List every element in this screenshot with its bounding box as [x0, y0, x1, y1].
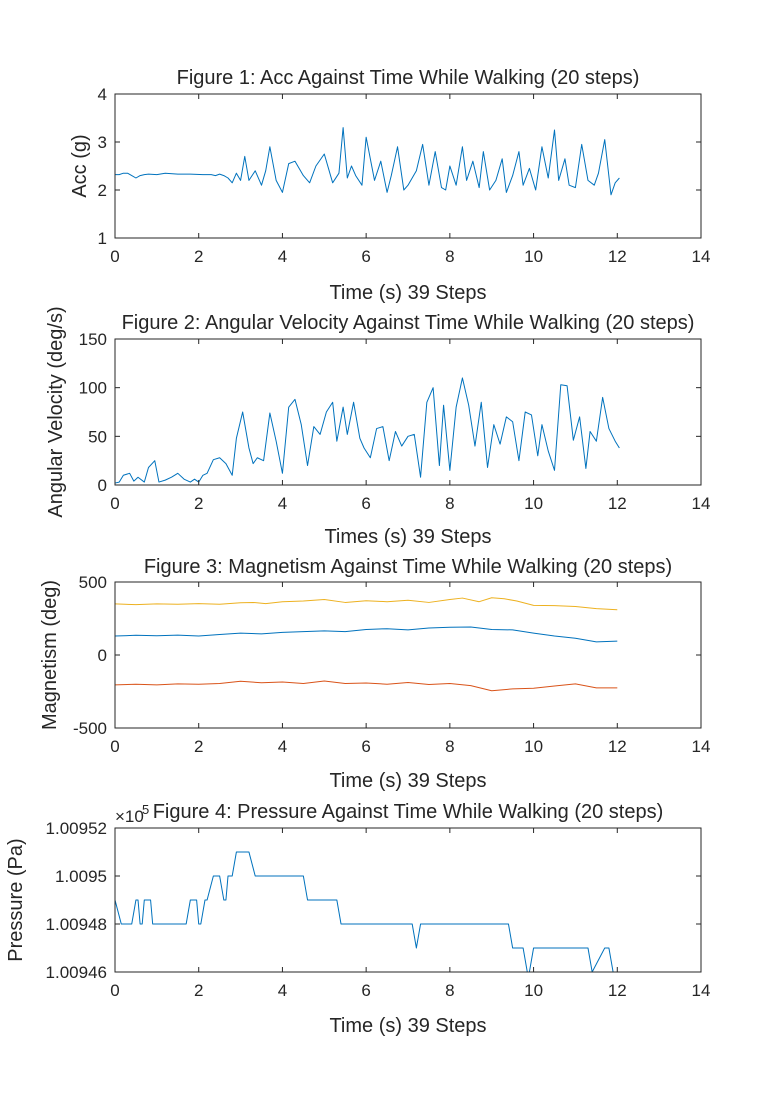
x-tick-label: 12 — [608, 247, 627, 266]
y-tick-label: 1.00946 — [46, 963, 107, 982]
x-tick-label: 14 — [692, 981, 711, 1000]
series-line-1 — [114, 597, 618, 611]
y-tick-label: 0 — [98, 646, 107, 665]
x-tick-label: 6 — [361, 981, 370, 1000]
y-tick-label: 3 — [98, 133, 107, 152]
x-tick-label: 10 — [524, 247, 543, 266]
plot-area — [115, 339, 701, 485]
x-tick-label: 0 — [110, 247, 119, 266]
chart-title: Figure 4: Pressure Against Time While Wa… — [153, 801, 664, 823]
x-axis-label: Time (s) 39 Steps — [329, 1015, 486, 1037]
chart-title: Figure 1: Acc Against Time While Walking… — [177, 67, 640, 89]
x-tick-label: 6 — [361, 737, 370, 756]
x-tick-label: 4 — [278, 494, 287, 513]
series-line-1 — [114, 851, 618, 973]
y-tick-label: 1.00952 — [46, 819, 107, 838]
x-tick-label: 10 — [524, 737, 543, 756]
x-tick-label: 12 — [608, 494, 627, 513]
x-tick-label: 14 — [692, 737, 711, 756]
chart-2: 0 2 4 6 8 10 12 14 0 50 100 150 Figure 2: Angular Ve… — [45, 306, 710, 548]
x-tick-label: 6 — [361, 247, 370, 266]
series-line-3 — [114, 680, 618, 692]
axes-box — [114, 93, 702, 239]
x-tick-label: 4 — [278, 737, 287, 756]
y-tick-label: 0 — [98, 476, 107, 495]
x-tick-label: 12 — [608, 981, 627, 1000]
y-tick-label: 100 — [79, 379, 107, 398]
plot-area — [115, 828, 701, 972]
series-line-1 — [115, 127, 620, 196]
y-axis-label: Pressure (Pa) — [5, 838, 27, 961]
x-tick-label: 12 — [608, 737, 627, 756]
y-tick-label: -500 — [73, 719, 107, 738]
y-tick-label: 1.0095 — [55, 867, 107, 886]
x-axis-label: Time (s) 39 Steps — [329, 282, 486, 304]
y-tick-label: 1.00948 — [46, 915, 107, 934]
chart-4: 0 2 4 6 8 10 12 14 1.00946 1.00948 1.0095 1.00952 ×1… — [5, 801, 710, 1037]
x-tick-label: 10 — [524, 981, 543, 1000]
plot-area — [115, 94, 701, 238]
y-axis-label: Magnetism (deg) — [39, 580, 61, 730]
y-tick-label: 50 — [88, 427, 107, 446]
x-tick-label: 14 — [692, 494, 711, 513]
y-tick-label: 150 — [79, 330, 107, 349]
x-tick-label: 2 — [194, 494, 203, 513]
y-tick-label: 500 — [79, 573, 107, 592]
series-line-1 — [114, 377, 620, 484]
y-exponent-label: ×10 — [115, 807, 144, 826]
chart-title: Figure 3: Magnetism Against Time While W… — [144, 556, 672, 578]
x-tick-label: 6 — [361, 494, 370, 513]
x-tick-label: 0 — [110, 737, 119, 756]
axes-box — [114, 338, 702, 486]
x-tick-label: 8 — [445, 494, 454, 513]
x-tick-label: 8 — [445, 737, 454, 756]
x-tick-label: 2 — [194, 247, 203, 266]
x-tick-label: 4 — [278, 981, 287, 1000]
y-exponent-power: 5 — [142, 802, 149, 817]
axes-box — [114, 827, 702, 973]
y-tick-label: 2 — [98, 181, 107, 200]
x-tick-label: 0 — [110, 494, 119, 513]
y-tick-label: 1 — [98, 229, 107, 248]
x-tick-label: 0 — [110, 981, 119, 1000]
x-tick-label: 2 — [194, 981, 203, 1000]
x-tick-label: 10 — [524, 494, 543, 513]
x-tick-label: 14 — [692, 247, 711, 266]
y-tick-label: 4 — [98, 85, 107, 104]
x-tick-label: 8 — [445, 981, 454, 1000]
plot-area — [115, 582, 701, 728]
x-tick-label: 8 — [445, 247, 454, 266]
x-tick-label: 2 — [194, 737, 203, 756]
x-axis-label: Times (s) 39 Steps — [324, 526, 491, 548]
y-axis-label: Acc (g) — [69, 134, 91, 197]
y-axis-label: Angular Velocity (deg/s) — [45, 306, 67, 517]
series-line-2 — [114, 626, 618, 643]
chart-title: Figure 2: Angular Velocity Against Time … — [122, 312, 695, 334]
x-axis-label: Time (s) 39 Steps — [329, 770, 486, 792]
x-tick-label: 4 — [278, 247, 287, 266]
